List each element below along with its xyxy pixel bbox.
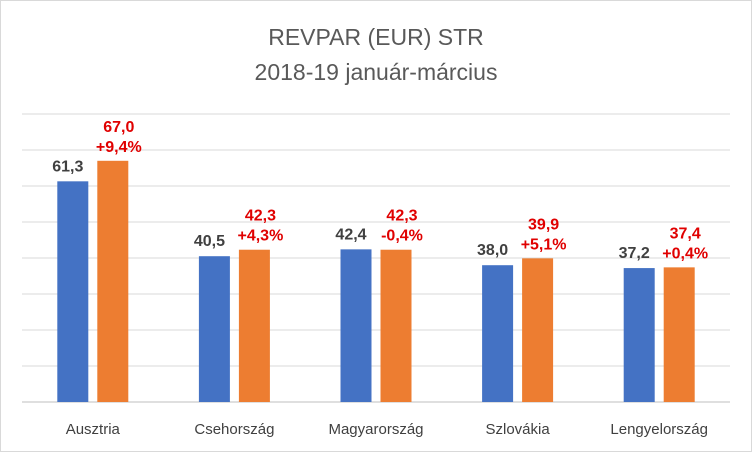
bar-series1 [198,256,230,402]
value-label-series2: 67,0 [103,119,134,136]
value-label-series1: 37,2 [619,245,650,262]
change-label: +4,3% [237,228,283,245]
data-labels: 61,3 67,0 +9,4% 40,5 42,3 +4,3% 42,4 42,3 -0,4% 3… [52,119,708,263]
change-label: +9,4% [96,139,142,156]
category-label: Ausztria [66,421,121,438]
change-label: -0,4% [381,228,423,245]
bar-series2 [97,160,129,402]
gridlines [22,113,730,403]
chart-subtitle: 2018-19 január-március [254,59,498,85]
bar-series1 [340,249,372,402]
category-label: Csehország [194,421,274,438]
bar-series2 [380,249,412,402]
bar-series1 [57,181,89,402]
category-label: Lengyelország [610,421,708,438]
category-label: Magyarország [328,421,423,438]
bar-series2 [522,258,554,402]
change-label: +5,1% [521,236,567,253]
value-label-series1: 42,4 [335,226,366,243]
category-label: Szlovákia [485,421,550,438]
category-labels: Ausztria Csehország Magyarország Szlovákia L… [66,421,708,438]
bars [57,160,695,402]
bar-series1 [482,265,514,402]
bar-series2 [238,249,270,402]
value-label-series1: 38,0 [477,242,508,259]
value-label-series2: 42,3 [245,208,276,225]
value-label-series1: 61,3 [52,158,83,175]
value-label-series1: 40,5 [194,233,225,250]
value-label-series2: 42,3 [386,208,417,225]
bar-series2 [663,267,695,402]
chart-title: REVPAR (EUR) STR [268,24,484,50]
change-label: +0,4% [662,245,708,262]
value-label-series2: 37,4 [670,225,701,242]
bar-series1 [623,268,655,402]
value-label-series2: 39,9 [528,216,559,233]
